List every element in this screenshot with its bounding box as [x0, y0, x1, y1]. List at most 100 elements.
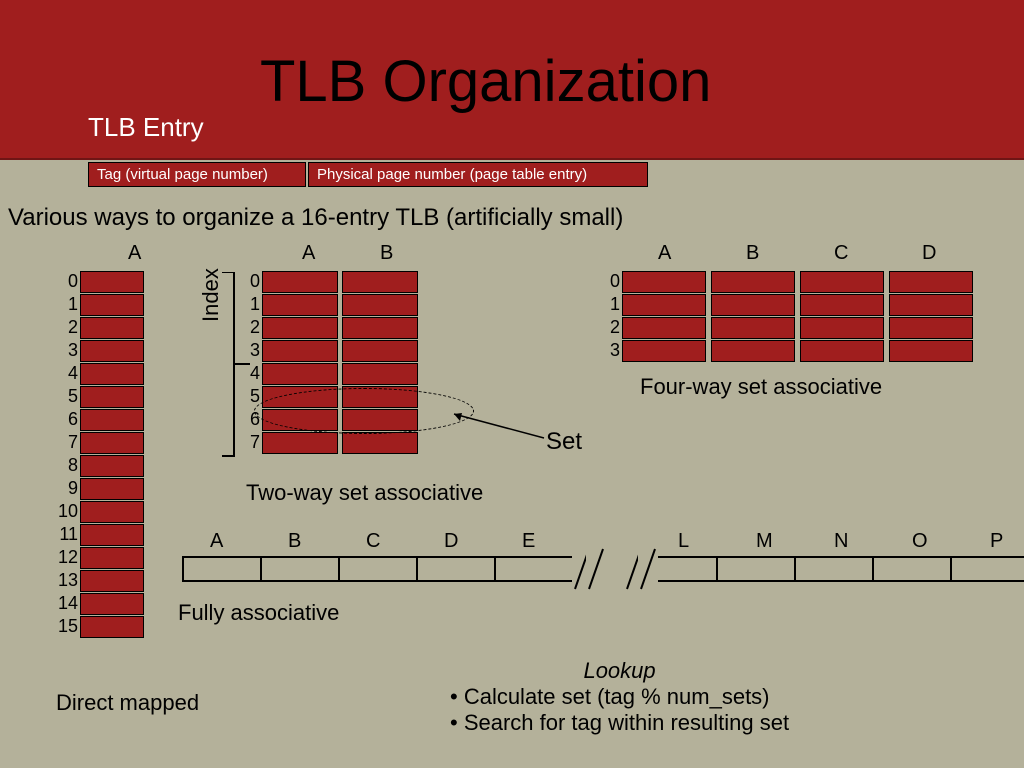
table-row: 3 [248, 339, 418, 362]
table-row: 0 [608, 270, 973, 293]
slide-title: TLB Organization [260, 48, 711, 115]
table-row: 9 [52, 477, 144, 500]
fw-col-label-a: A [658, 242, 671, 265]
tlb-cell [80, 317, 144, 339]
tlb-cell [262, 409, 338, 431]
tlb-cell [80, 524, 144, 546]
row-index: 2 [52, 317, 80, 338]
table-row: 3 [52, 339, 144, 362]
tlb-cell [494, 556, 572, 582]
row-index: 14 [52, 593, 80, 614]
tlb-cell [262, 432, 338, 454]
table-row: 11 [52, 523, 144, 546]
tlb-cell [262, 363, 338, 385]
tlb-cell [262, 294, 338, 316]
row-index: 2 [608, 317, 622, 338]
table-row: 12 [52, 546, 144, 569]
row-index: 5 [248, 386, 262, 407]
table-row: 2 [52, 316, 144, 339]
fa-col-label: O [912, 530, 928, 553]
tlb-cell [872, 556, 950, 582]
tlb-cell [889, 340, 973, 362]
table-row: 14 [52, 592, 144, 615]
ppn-box: Physical page number (page table entry) [308, 162, 648, 187]
table-row: 5 [52, 385, 144, 408]
tlb-cell [622, 340, 706, 362]
fa-col-label: D [444, 530, 458, 553]
tlb-cell [889, 294, 973, 316]
tlb-cell [338, 556, 416, 582]
direct-mapped-caption: Direct mapped [56, 690, 199, 716]
table-row: 10 [52, 500, 144, 523]
fw-col-label-d: D [922, 242, 936, 265]
two-way-caption: Two-way set associative [246, 480, 483, 506]
lookup-box: Lookup • Calculate set (tag % num_sets) … [450, 658, 789, 736]
tlb-cell [262, 340, 338, 362]
tlb-cell [262, 386, 338, 408]
table-row: 15 [52, 615, 144, 638]
row-break-icon [586, 547, 606, 591]
table-row: 3 [608, 339, 973, 362]
table-row: 7 [248, 431, 418, 454]
tlb-cell [800, 271, 884, 293]
table-row: 1 [52, 293, 144, 316]
tlb-cell [342, 294, 418, 316]
tlb-cell [342, 271, 418, 293]
row-index: 6 [52, 409, 80, 430]
tlb-cell [950, 556, 1024, 582]
table-row: 0 [248, 270, 418, 293]
tlb-cell [342, 409, 418, 431]
tag-box: Tag (virtual page number) [88, 162, 306, 187]
slide-header: TLB Organization TLB Entry [0, 0, 1024, 160]
table-row: 4 [248, 362, 418, 385]
row-index: 1 [608, 294, 622, 315]
tlb-cell [80, 363, 144, 385]
dm-col-label: A [128, 242, 141, 265]
tlb-cell [711, 271, 795, 293]
row-index: 13 [52, 570, 80, 591]
fa-col-label: C [366, 530, 380, 553]
row-break-icon [638, 547, 658, 591]
fa-col-label: P [990, 530, 1003, 553]
table-row: 2 [608, 316, 973, 339]
fa-col-label: L [678, 530, 689, 553]
four-way-block: 0123 [608, 270, 973, 362]
row-index: 5 [52, 386, 80, 407]
tlb-cell [80, 386, 144, 408]
tlb-cell [80, 294, 144, 316]
tlb-cell [622, 271, 706, 293]
tlb-cell [342, 317, 418, 339]
tlb-cell [794, 556, 872, 582]
tlb-entry-row: Tag (virtual page number) Physical page … [88, 162, 648, 187]
table-row: 7 [52, 431, 144, 454]
tlb-cell [80, 455, 144, 477]
table-row: 13 [52, 569, 144, 592]
row-index: 12 [52, 547, 80, 568]
tlb-cell [262, 317, 338, 339]
row-index: 8 [52, 455, 80, 476]
row-index: 7 [52, 432, 80, 453]
row-index: 6 [248, 409, 262, 430]
fw-col-label-c: C [834, 242, 848, 265]
tlb-cell [80, 340, 144, 362]
fa-col-label: M [756, 530, 773, 553]
tlb-cell [182, 556, 260, 582]
fw-col-label-b: B [746, 242, 759, 265]
tlb-cell [262, 271, 338, 293]
fa-col-label: N [834, 530, 848, 553]
tlb-cell [889, 317, 973, 339]
row-index: 4 [52, 363, 80, 384]
fully-assoc-caption: Fully associative [178, 600, 339, 626]
tlb-cell [711, 317, 795, 339]
table-row: 6 [52, 408, 144, 431]
fa-col-label: E [522, 530, 535, 553]
tlb-cell [800, 294, 884, 316]
lookup-title: Lookup [450, 658, 789, 684]
table-row: 2 [248, 316, 418, 339]
tw-col-label-a: A [302, 242, 315, 265]
fa-col-label: B [288, 530, 301, 553]
row-index: 9 [52, 478, 80, 499]
tlb-cell [800, 317, 884, 339]
row-index: 3 [248, 340, 262, 361]
table-row: 6 [248, 408, 418, 431]
